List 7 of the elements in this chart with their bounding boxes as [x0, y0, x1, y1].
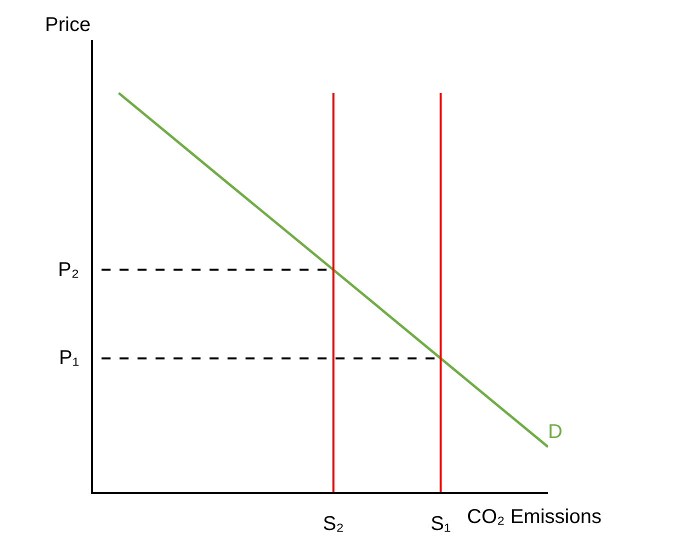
- x-tick-label: S₂: [322, 513, 344, 535]
- ref-line-label: P₁: [59, 347, 80, 369]
- x-axis-title: CO₂ Emissions: [467, 506, 602, 528]
- series-label: D: [548, 421, 562, 443]
- y-axis-title: Price: [45, 14, 91, 36]
- x-tick-label: S₁: [430, 513, 451, 535]
- ref-line-label: P₂: [58, 259, 80, 281]
